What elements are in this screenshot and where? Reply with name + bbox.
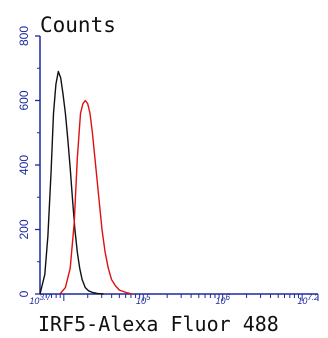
x-ticks: 103.7 105 106 107.2 xyxy=(29,293,319,306)
y-tick-label: 400 xyxy=(17,155,31,175)
y-tick-label: 600 xyxy=(17,90,31,110)
y-tick-label: 0 xyxy=(17,290,31,297)
histogram-series-2 xyxy=(59,99,133,295)
axes xyxy=(39,36,318,295)
y-tick-label: 800 xyxy=(17,26,31,46)
x-tick-label: 106 xyxy=(215,293,230,306)
y-ticks: 0 200 400 600 800 xyxy=(17,26,40,297)
x-tick-label: 107.2 xyxy=(297,293,319,306)
x-tick-label: 105 xyxy=(136,293,151,306)
x-axis-label: IRF5-Alexa Fluor 488 xyxy=(38,312,279,336)
y-axis-label: Counts xyxy=(40,13,116,37)
x-tick-label: 103.7 xyxy=(29,293,51,306)
plot-area xyxy=(39,70,133,295)
y-tick-label: 200 xyxy=(17,219,31,239)
histogram-series-1 xyxy=(39,70,104,295)
